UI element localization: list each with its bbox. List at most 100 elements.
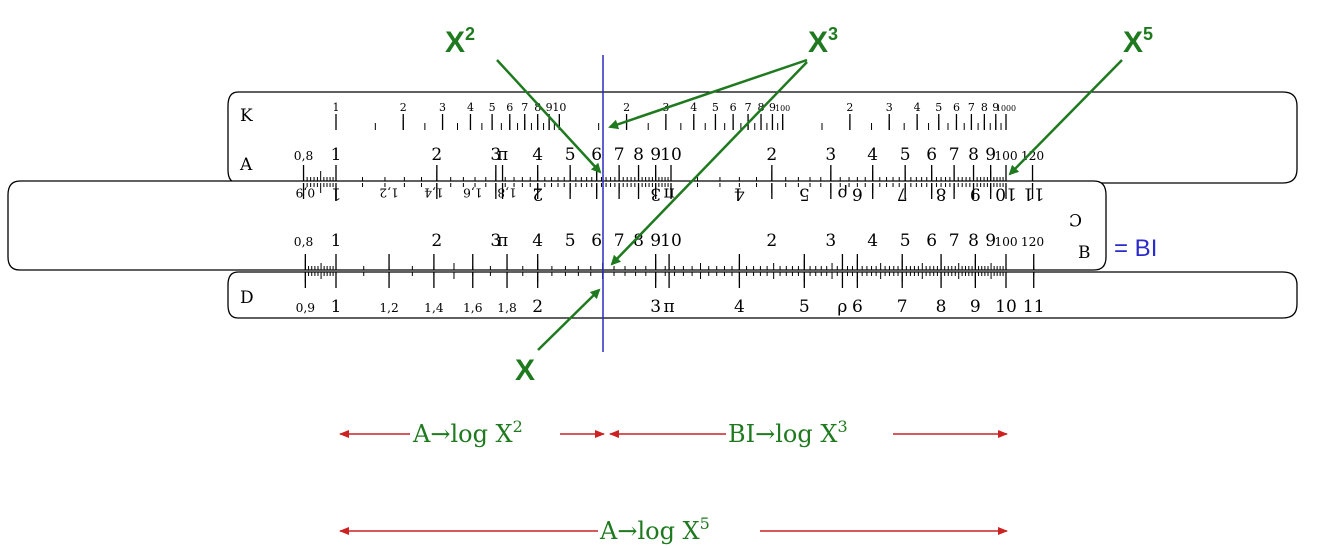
scale-a-label: 8 (633, 145, 644, 165)
scale-c-label: 0,9 (296, 186, 315, 200)
callout-x5: X5 (1123, 24, 1153, 59)
callout-x: X (515, 354, 535, 387)
scale-a-label: 4 (532, 145, 543, 165)
scale-k-label: 6 (953, 101, 960, 114)
scale-a-label: 9 (985, 145, 996, 165)
scale-d-label: ρ (837, 297, 847, 317)
scale-k-label: 10 (552, 101, 566, 114)
scale-c-label: ρ (837, 184, 847, 204)
scale-b-label: 4 (867, 231, 878, 251)
scale-letter-d: D (240, 288, 254, 308)
scale-b-label: 0,8 (294, 235, 313, 249)
scale-c: 0,9 1 1,2 1,4 1,6 1,8 2 3 π 4 5 ρ 6 7 8 9 10 11 (296, 184, 1045, 270)
scale-c-label: 11 (1023, 184, 1045, 204)
scale-c-label: 4 (734, 184, 745, 204)
scale-b-label: 6 (926, 231, 937, 251)
scale-d: 0,9 1 1,2 1,4 1,6 1,8 2 3 π 4 5 ρ 6 7 8 9 10 11 (296, 272, 1045, 317)
scale-letter-b: B (1078, 243, 1091, 263)
arrow-x3-to-k (608, 58, 808, 130)
dim-row1-left-label: A→log X2 (412, 417, 523, 448)
scale-d-label: 7 (897, 297, 908, 317)
scale-a-label: 120 (1021, 149, 1044, 163)
scale-k-label: 7 (521, 101, 528, 114)
scale-a-label: 1 (331, 145, 342, 165)
scale-d-label: 1,4 (424, 301, 444, 315)
scale-a-label: 3 (490, 145, 501, 165)
scale-k-label: 8 (981, 101, 988, 114)
arrow-x (537, 288, 601, 351)
scale-d-label: 6 (852, 297, 863, 317)
scale-c-label: 1 (331, 184, 342, 204)
scale-a-label: 0,8 (294, 149, 313, 163)
scale-c-label: 10 (995, 184, 1017, 204)
scale-k-label: 3 (439, 101, 446, 114)
scale-k-label: 3 (886, 101, 893, 114)
scale-c-label: 6 (852, 184, 863, 204)
scale-letter-k: K (240, 106, 253, 126)
scale-a-label: 7 (614, 145, 625, 165)
scale-a-label: 7 (949, 145, 960, 165)
scale-c-label: 1,2 (379, 186, 398, 200)
scale-c-label: 8 (936, 184, 947, 204)
scale-a-label: 3 (825, 145, 836, 165)
scale-k-label: 8 (534, 101, 541, 114)
scale-k-label: 5 (712, 101, 719, 114)
scale-k-label: 2 (623, 101, 630, 114)
scale-a-label: π (497, 145, 508, 165)
scale-k-label: 1 (333, 101, 340, 114)
scale-letter-a: A (239, 155, 253, 175)
scale-a-label: 2 (766, 145, 777, 165)
arrow-x2 (496, 59, 602, 174)
bi-label: = BI (1114, 235, 1157, 262)
scale-k-label: 100 (775, 104, 790, 113)
dim-row2-label: A→log X5 (599, 514, 710, 545)
scale-k-label: 5 (489, 101, 496, 114)
scale-b-label: 5 (900, 231, 911, 251)
scale-a-label: 8 (968, 145, 979, 165)
scale-b-label: 4 (532, 231, 543, 251)
scale-b-label: 100 (994, 235, 1017, 249)
scale-k-label: 1000 (996, 104, 1016, 113)
scale-a-label: 5 (565, 145, 576, 165)
scales-layer: 12345678910234567891002345678910000,8123… (294, 101, 1045, 317)
scale-d-label: 8 (936, 297, 947, 317)
scale-d-label: 2 (532, 297, 543, 317)
scale-b-label: 9 (650, 231, 661, 251)
scale-d-label: 9 (970, 297, 981, 317)
scale-b-label: 7 (949, 231, 960, 251)
scale-d-label: 4 (734, 297, 745, 317)
scale-a-label: 6 (926, 145, 937, 165)
stator-bottom (227, 271, 1298, 319)
scale-b-label: 3 (825, 231, 836, 251)
scale-d-label: 10 (995, 297, 1017, 317)
scale-k-label: 5 (935, 101, 942, 114)
dim-row1-right-label: BI→log X3 (728, 417, 848, 448)
scale-d-label: 11 (1023, 297, 1045, 317)
scale-a-label: 4 (867, 145, 878, 165)
scale-c-label: 1,4 (424, 186, 444, 200)
scale-b-label: 3 (490, 231, 501, 251)
scale-b-label: 8 (968, 231, 979, 251)
scale-k-label: 9 (769, 101, 776, 114)
scale-b-label: 7 (614, 231, 625, 251)
scale-c-label: 5 (799, 184, 810, 204)
scale-d-label: 0,9 (296, 301, 315, 315)
scale-d-label: 1,2 (379, 301, 398, 315)
scale-k-label: 4 (690, 101, 697, 114)
scale-b-label: 9 (985, 231, 996, 251)
scale-b-label: 2 (766, 231, 777, 251)
scale-a-label: 2 (431, 145, 442, 165)
scale-d-label: 5 (799, 297, 810, 317)
scale-d-label: 3 (650, 297, 661, 317)
scale-k-label: 4 (467, 101, 474, 114)
arrow-x3-to-b (610, 61, 808, 266)
scale-b-label: π (497, 231, 508, 251)
scale-c-label: 1,6 (463, 186, 483, 200)
slide (7, 180, 1107, 271)
scale-a-label: 6 (591, 145, 602, 165)
scale-c-label: 9 (970, 184, 981, 204)
scale-k-label: 8 (758, 101, 765, 114)
scale-k-label: 9 (992, 101, 999, 114)
